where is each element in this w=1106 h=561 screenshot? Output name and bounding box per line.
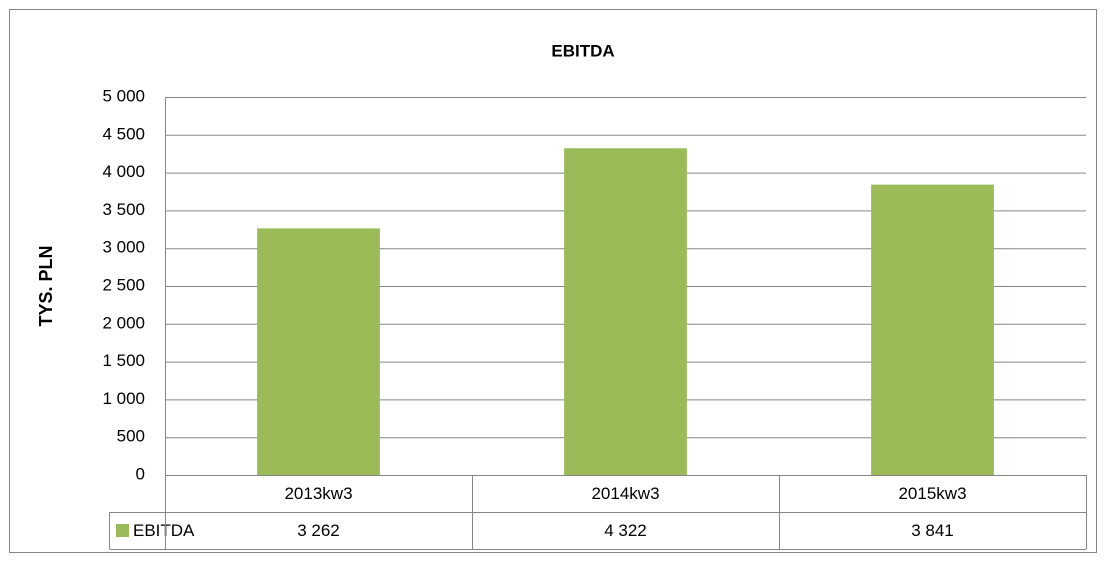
bar: [257, 228, 380, 475]
legend-swatch: [116, 524, 129, 537]
y-tick-label: 1 000: [102, 389, 145, 408]
y-tick-label: 500: [117, 427, 145, 446]
x-tick-label: 2015kw3: [898, 484, 966, 503]
bar: [564, 148, 687, 475]
chart-title: EBITDA: [551, 41, 614, 60]
x-tick-label: 2013kw3: [284, 484, 352, 503]
y-tick-label: 3 500: [102, 200, 145, 219]
y-tick-label: 2 000: [102, 313, 145, 332]
y-tick-label: 4 500: [102, 124, 145, 143]
table-value: 3 841: [911, 521, 954, 540]
y-tick-label: 3 000: [102, 238, 145, 257]
legend-label: EBITDA: [133, 521, 195, 540]
y-tick-label: 5 000: [102, 86, 145, 105]
y-tick-label: 4 000: [102, 162, 145, 181]
x-tick-label: 2014kw3: [591, 484, 659, 503]
bar: [871, 184, 994, 475]
y-axis-label: TYS. PLN: [36, 245, 56, 326]
y-tick-label: 1 500: [102, 351, 145, 370]
y-tick-label: 0: [136, 464, 145, 483]
y-tick-label: 2 500: [102, 275, 145, 294]
table-value: 3 262: [297, 521, 340, 540]
table-value: 4 322: [604, 521, 647, 540]
